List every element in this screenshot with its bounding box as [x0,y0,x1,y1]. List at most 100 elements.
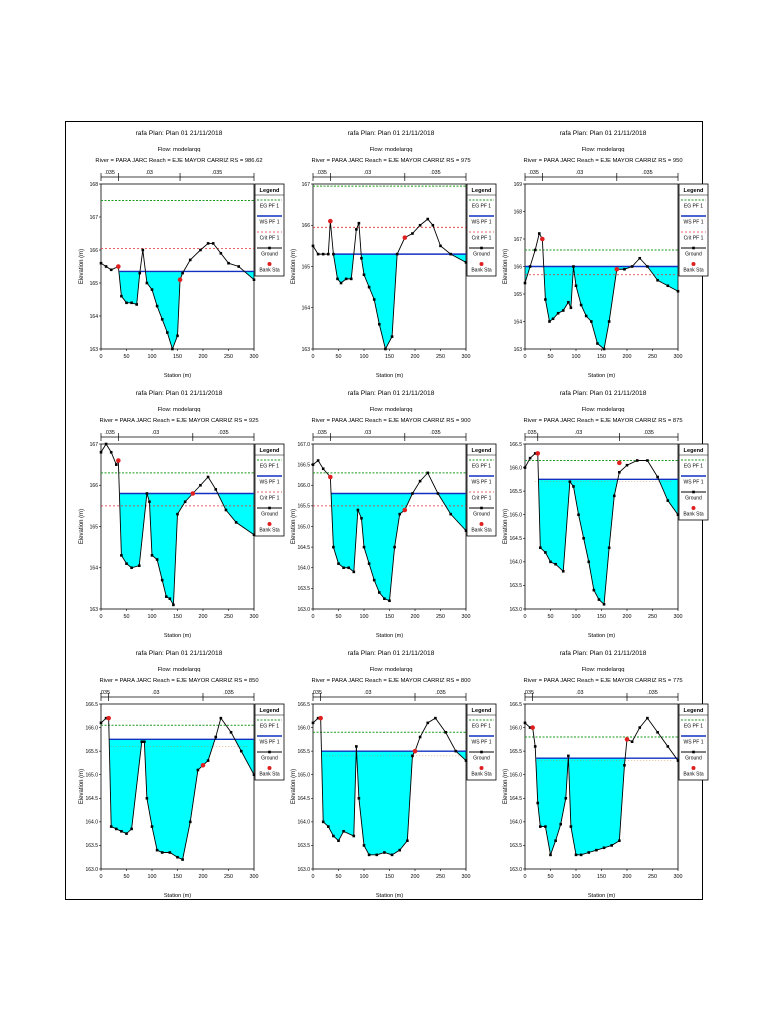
ground-point [150,288,154,291]
ground-point [551,317,555,321]
flow-label: Flow: modelarqq [582,667,625,673]
x-tick-label: 300 [250,874,259,880]
ground-point [572,485,575,488]
ground-point [321,820,325,824]
ground-point [449,252,452,256]
legend-label: WS PF 1 [683,220,703,226]
legend: Legend EG PF 1 WS PF 1 Crit PF 1 Ground Bank … [466,443,497,537]
manning-n-bar: .035 .03 .035 [524,170,679,181]
bank-station-marker [535,451,541,456]
chart-title: rafa Plan: Plan 01 21/11/2018 [560,650,647,657]
water-area [147,493,193,605]
legend-label: Bank Sta [683,268,704,274]
ground-point [145,281,149,285]
ground-point [635,459,639,462]
x-axis-label: Station (m) [588,373,615,379]
ground-point [311,244,315,248]
bank-station-marker [402,235,408,240]
y-tick-label: 163 [90,607,99,613]
ground-point [564,796,568,800]
manning-n-value: .035 [212,170,223,176]
ground-point [145,492,149,495]
ground-point [367,853,371,857]
x-tick-label: 50 [548,354,554,360]
ground-point [347,566,350,570]
cross-section-panel: rafa Plan: Plan 01 21/11/2018 Flow: model… [498,384,710,642]
legend-label: Bank Sta [471,268,492,274]
legend-title: Legend [684,188,704,194]
ground-point [630,740,634,744]
water-area [356,751,415,855]
ground-point [367,562,371,565]
y-tick-label: 165.5 [509,489,522,495]
ground-point [539,825,542,828]
x-tick-label: 100 [360,874,369,880]
ground-point [367,285,371,289]
ground-point [528,265,532,268]
water-area [119,271,140,305]
legend-swatch-point [268,506,271,510]
manning-n-bar: .035 .03 .035 [312,430,467,441]
ground-point [155,848,159,852]
ground-point [523,721,527,725]
legend-swatch-point [480,246,483,250]
y-tick-label: 166.0 [509,465,522,471]
chart-title: rafa Plan: Plan 01 21/11/2018 [136,130,223,137]
legend-label: Ground [473,756,490,762]
ground-point [360,256,363,260]
flow-label: Flow: modelarqq [158,407,201,413]
bank-station-marker [624,737,630,742]
ground-point [141,248,145,252]
y-tick-label: 163.5 [297,843,310,849]
legend-label: Ground [473,512,490,518]
cross-section-chart: rafa Plan: Plan 01 21/11/2018 Flow: model… [503,650,709,899]
ground-point [623,763,626,767]
x-axis-label: Station (m) [376,373,403,379]
ground-line [100,443,255,607]
ground-point [439,244,442,248]
ground-point [561,309,565,312]
ground-line [524,717,679,857]
x-tick-label: 50 [336,614,342,620]
y-tick-label: 165.0 [85,773,98,779]
legend-label: WS PF 1 [471,480,491,486]
y-tick-label: 165 [90,281,99,287]
ground-point [569,825,573,828]
y-tick-label: 166.0 [297,483,310,489]
x-tick-label: 0 [312,614,315,620]
ground-point [577,513,580,517]
y-tick-label: 167.0 [297,442,310,448]
cross-section-chart: rafa Plan: Plan 01 21/11/2018 Flow: model… [503,390,709,639]
ground-point [528,456,532,460]
legend-label: WS PF 1 [259,480,279,486]
x-tick-label: 0 [100,354,103,360]
legend-label: Ground [685,496,702,502]
y-tick-label: 166.0 [509,725,522,731]
ground-point [390,853,394,857]
y-tick-label: 164.0 [509,820,522,826]
y-axis-label: Elevation (m) [79,509,85,544]
ground-point [411,232,414,235]
legend-label: EG PF 1 [684,204,703,210]
flow-label: Flow: modelarqq [158,147,201,153]
ground-point [375,853,379,857]
bank-station-marker [614,266,620,272]
x-tick-label: 100 [360,614,369,620]
x-tick-label: 250 [648,874,657,880]
y-tick-label: 165 [302,264,311,270]
ground-point [676,759,680,762]
legend-label: Ground [685,756,702,762]
ground-point [168,597,172,600]
y-tick-label: 164.5 [85,796,98,802]
ground-point [252,533,256,537]
ground-point [607,546,611,550]
y-tick-label: 167 [514,237,523,243]
legend-label: WS PF 1 [471,740,491,746]
ground-point [115,463,118,466]
y-axis-label: Elevation (m) [291,509,297,544]
manning-n-bar: .035 .03 .035 [312,170,467,181]
legend: Legend EG PF 1 WS PF 1 Crit PF 1 Ground Bank … [678,183,709,277]
ground-point [362,545,366,549]
river-reach-label: River = PARA JARC Reach = EJE MAYOR CARR… [311,418,470,424]
x-tick-label: 100 [148,874,157,880]
